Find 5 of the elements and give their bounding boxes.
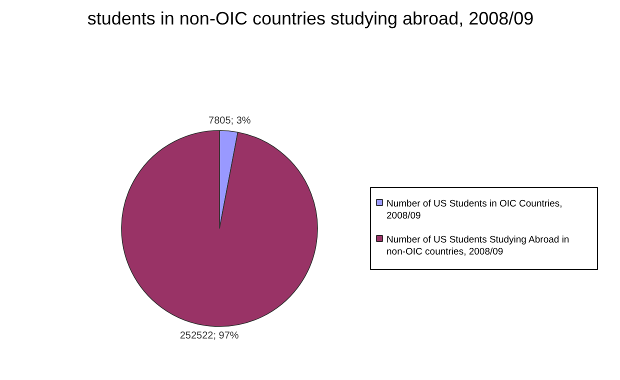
- legend-label: Number of US Students Studying Abroad in non-OIC countries, 2008/09: [386, 234, 570, 258]
- data-label: 7805; 3%: [208, 115, 251, 126]
- chart-title: students in non-OIC countries studying abroad, 2008/09: [87, 8, 534, 28]
- data-label: 252522; 97%: [180, 330, 239, 342]
- legend-label: Number of US Students in OIC Countries, 2008/09: [386, 198, 562, 222]
